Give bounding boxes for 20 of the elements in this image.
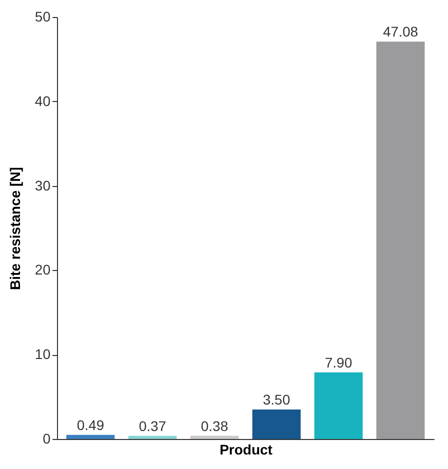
data-label: 0.38 — [200, 418, 228, 434]
y-tick-label: 50 — [34, 8, 51, 24]
bar — [376, 42, 425, 439]
y-tick-label: 10 — [34, 346, 51, 362]
data-label: 0.49 — [76, 416, 104, 433]
bar — [128, 436, 177, 439]
data-label: 7.90 — [324, 354, 352, 370]
bar — [252, 409, 301, 439]
bar — [314, 372, 363, 439]
bar — [66, 434, 115, 439]
y-tick-label: 30 — [34, 177, 51, 194]
data-label: 47.08 — [382, 24, 418, 40]
y-tick-label: 40 — [34, 92, 51, 109]
y-tick-label: 0 — [42, 430, 51, 446]
y-tick-label: 20 — [34, 262, 51, 278]
data-label: 0.37 — [138, 418, 166, 434]
x-axis-title: Product — [220, 442, 273, 458]
bar — [190, 436, 239, 439]
y-axis-title: Bite resistance [N] — [6, 167, 23, 290]
data-label: 3.50 — [262, 391, 290, 408]
